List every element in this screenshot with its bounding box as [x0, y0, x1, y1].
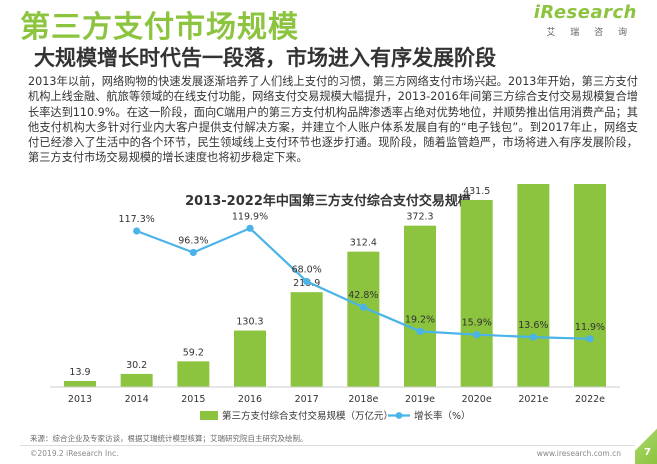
growth-label-2020e: 15.9% — [462, 318, 492, 329]
bar-label-2019e: 372.3 — [406, 212, 433, 223]
chart-legend: 第三方支付综合支付交易规模（万亿元） 增长率（%） — [200, 410, 471, 422]
bar-2014 — [120, 373, 153, 387]
growth-label-2016: 119.9% — [232, 211, 268, 222]
logo-brand-text: iResearch — [533, 2, 637, 23]
growth-point-2020e — [473, 331, 481, 339]
source-note: 来源：综合企业及专家访谈，根据艾瑞统计模型核算；艾瑞研究院自主研究及绘制。 — [30, 434, 308, 443]
iresearch-logo: iResearch 艾 瑞 咨 询 — [519, 2, 637, 42]
growth-point-2022e — [586, 335, 594, 343]
x-tick-label-2021e: 2021e — [518, 394, 548, 405]
growth-label-2014: 117.3% — [119, 214, 155, 225]
copyright-text: ©2019.2 iResearch Inc. — [30, 449, 119, 458]
bar-2016 — [234, 330, 266, 387]
x-tick-label-2020e: 2020e — [462, 394, 492, 405]
growth-point-2014 — [133, 227, 141, 235]
website-url[interactable]: www.iresearch.com.cn — [536, 449, 621, 458]
page-subtitle: 大规模增长时代告一段落，市场进入有序发展阶段 — [34, 46, 496, 70]
bar-2018e — [347, 251, 380, 387]
legend-bar-label: 第三方支付综合支付交易规模（万亿元） — [222, 410, 393, 422]
x-axis: 2013 2014 2015 2016 2017 2018e 2019e 2020e 2021e… — [50, 386, 620, 405]
bar-label-2020e: 431.5 — [463, 186, 490, 197]
growth-point-2016 — [246, 224, 254, 232]
x-tick-label-2014: 2014 — [125, 394, 149, 405]
x-tick-label-2017: 2017 — [295, 394, 319, 405]
bar-label-2015: 59.2 — [183, 347, 204, 358]
legend-bar-swatch — [200, 411, 218, 420]
x-tick-label-2022e: 2022e — [575, 394, 605, 405]
growth-label-2022e: 11.9% — [575, 322, 605, 333]
bar-label-2014: 30.2 — [126, 360, 147, 371]
growth-point-2015 — [189, 248, 197, 257]
bar-2015 — [177, 361, 210, 387]
page-number: 7 — [644, 447, 651, 458]
bar-label-2016: 130.3 — [236, 317, 263, 328]
body-paragraph: 2013年以前，网络购物的快速发展逐渐培养了人们线上支付的习惯，第三方网络支付市… — [28, 75, 638, 165]
logo-sub-text: 艾 瑞 咨 询 — [546, 28, 633, 38]
bar-2013 — [64, 380, 96, 387]
footer-divider — [20, 445, 637, 446]
page-corner-tab — [635, 428, 657, 464]
growth-point-2019e — [416, 327, 424, 335]
growth-label-2018e: 42.8% — [348, 290, 378, 301]
x-tick-label-2019e: 2019e — [405, 394, 435, 405]
growth-label-2017: 68.0% — [292, 264, 322, 275]
growth-point-2018e — [359, 303, 367, 311]
growth-label-2019e: 19.2% — [405, 314, 435, 325]
bar-2020e — [460, 200, 493, 387]
growth-point-2021e — [529, 333, 537, 341]
x-tick-label-2016: 2016 — [238, 394, 262, 405]
page-title: 第三方支付市场规模 — [20, 10, 299, 45]
bar-2019e — [404, 225, 436, 387]
chart-title: 2013-2022年中国第三方支付综合支付交易规模 — [185, 193, 472, 209]
bar-label-2018e: 312.4 — [350, 238, 377, 249]
legend-line-label: 增长率（%） — [414, 410, 471, 422]
growth-label-2021e: 13.6% — [518, 320, 548, 331]
bar-label-2013: 13.9 — [69, 367, 90, 378]
transaction-scale-chart: 2013-2022年中国第三方支付综合支付交易规模 13.9 30.2 59.2 13… — [50, 184, 620, 422]
line-series: 117.3% 96.3% 119.9% 68.0% 42.8% 19.2% 15.9% 13.… — [119, 211, 605, 343]
bar-2021e — [517, 184, 550, 387]
x-tick-label-2013: 2013 — [68, 394, 92, 405]
legend-line-marker — [395, 412, 403, 419]
growth-label-2015: 96.3% — [178, 235, 208, 246]
bar-2022e — [574, 184, 606, 387]
x-tick-label-2015: 2015 — [181, 394, 205, 405]
growth-point-2017 — [303, 277, 311, 286]
bar-2017 — [290, 292, 323, 387]
x-tick-label-2018e: 2018e — [348, 394, 378, 405]
